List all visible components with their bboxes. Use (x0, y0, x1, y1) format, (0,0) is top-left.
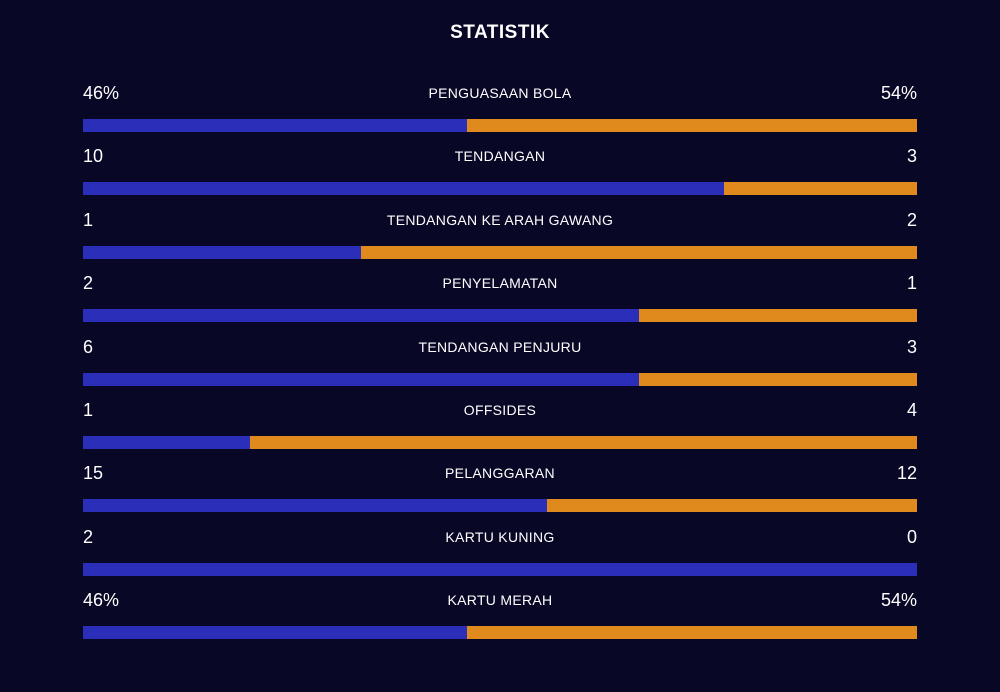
stat-bar (83, 182, 917, 196)
stat-bar (83, 435, 917, 449)
away-bar-fill (360, 245, 917, 259)
stat-bar (83, 372, 917, 386)
stat-row-red-cards: 46% KARTU MERAH 54% (83, 587, 917, 650)
home-value: 15 (83, 463, 104, 484)
stat-row-corners: 6 TENDANGAN PENJURU 3 (83, 334, 917, 397)
home-bar-fill (83, 435, 250, 449)
home-value: 2 (83, 273, 94, 294)
home-bar-fill (83, 309, 640, 323)
away-value: 12 (896, 463, 917, 484)
away-bar-fill (466, 119, 917, 132)
stat-row-yellow-cards: 2 KARTU KUNING 0 (83, 524, 917, 587)
stat-row-fouls: 15 PELANGGARAN 12 (83, 460, 917, 523)
stat-name: TENDANGAN PENJURU (418, 338, 582, 355)
away-value: 2 (906, 209, 917, 230)
away-value: 3 (906, 146, 917, 167)
home-bar-fill (83, 372, 640, 386)
stat-bar (83, 562, 917, 576)
stat-row-saves: 2 PENYELAMATAN 1 (83, 270, 917, 333)
home-value: 10 (83, 146, 104, 167)
stat-name: PENYELAMATAN (442, 275, 558, 292)
stats-title: STATISTIK (450, 22, 550, 43)
stat-name: PELANGGARAN (445, 465, 555, 482)
stat-name: TENDANGAN (454, 148, 546, 165)
home-bar-fill (83, 499, 547, 513)
home-value: 1 (83, 209, 94, 230)
away-value: 4 (906, 399, 917, 420)
home-bar-fill (83, 119, 467, 132)
home-value: 1 (83, 399, 94, 420)
away-value: 1 (906, 273, 917, 294)
stat-row-ball-possession: 46% PENGUASAAN BOLA 54% (83, 80, 917, 143)
home-bar-fill (83, 245, 361, 259)
home-bar-fill (83, 562, 917, 576)
away-value: 0 (906, 526, 917, 547)
away-bar-fill (249, 435, 917, 449)
stat-name: OFFSIDES (463, 401, 537, 418)
stat-name: TENDANGAN KE ARAH GAWANG (386, 211, 614, 228)
away-value: 3 (906, 336, 917, 357)
home-value: 46% (83, 83, 120, 103)
stat-row-shots: 10 TENDANGAN 3 (83, 143, 917, 206)
home-value: 6 (83, 336, 94, 357)
away-bar-fill (546, 499, 917, 513)
stat-row-shots-on-target: 1 TENDANGAN KE ARAH GAWANG 2 (83, 207, 917, 270)
stat-row-offsides: 1 OFFSIDES 4 (83, 397, 917, 460)
stat-bar (83, 499, 917, 513)
away-bar-fill (639, 309, 917, 323)
away-value: 54% (880, 83, 917, 103)
stat-name: PENGUASAAN BOLA (428, 85, 572, 101)
away-bar-fill (639, 372, 917, 386)
stats-list: 46% PENGUASAAN BOLA 54% 10 TENDANGAN 3 1… (83, 80, 917, 651)
home-value: 46% (83, 590, 120, 611)
stat-bar (83, 245, 917, 259)
home-value: 2 (83, 526, 94, 547)
home-bar-fill (83, 182, 725, 196)
stat-name: KARTU KUNING (445, 528, 555, 545)
away-bar-fill (466, 626, 917, 640)
home-bar-fill (83, 626, 467, 640)
stat-name: KARTU MERAH (447, 592, 553, 609)
stat-bar (83, 119, 917, 132)
away-bar-fill (724, 182, 917, 196)
stat-bar (83, 309, 917, 323)
stat-bar (83, 626, 917, 640)
away-value: 54% (880, 590, 917, 611)
